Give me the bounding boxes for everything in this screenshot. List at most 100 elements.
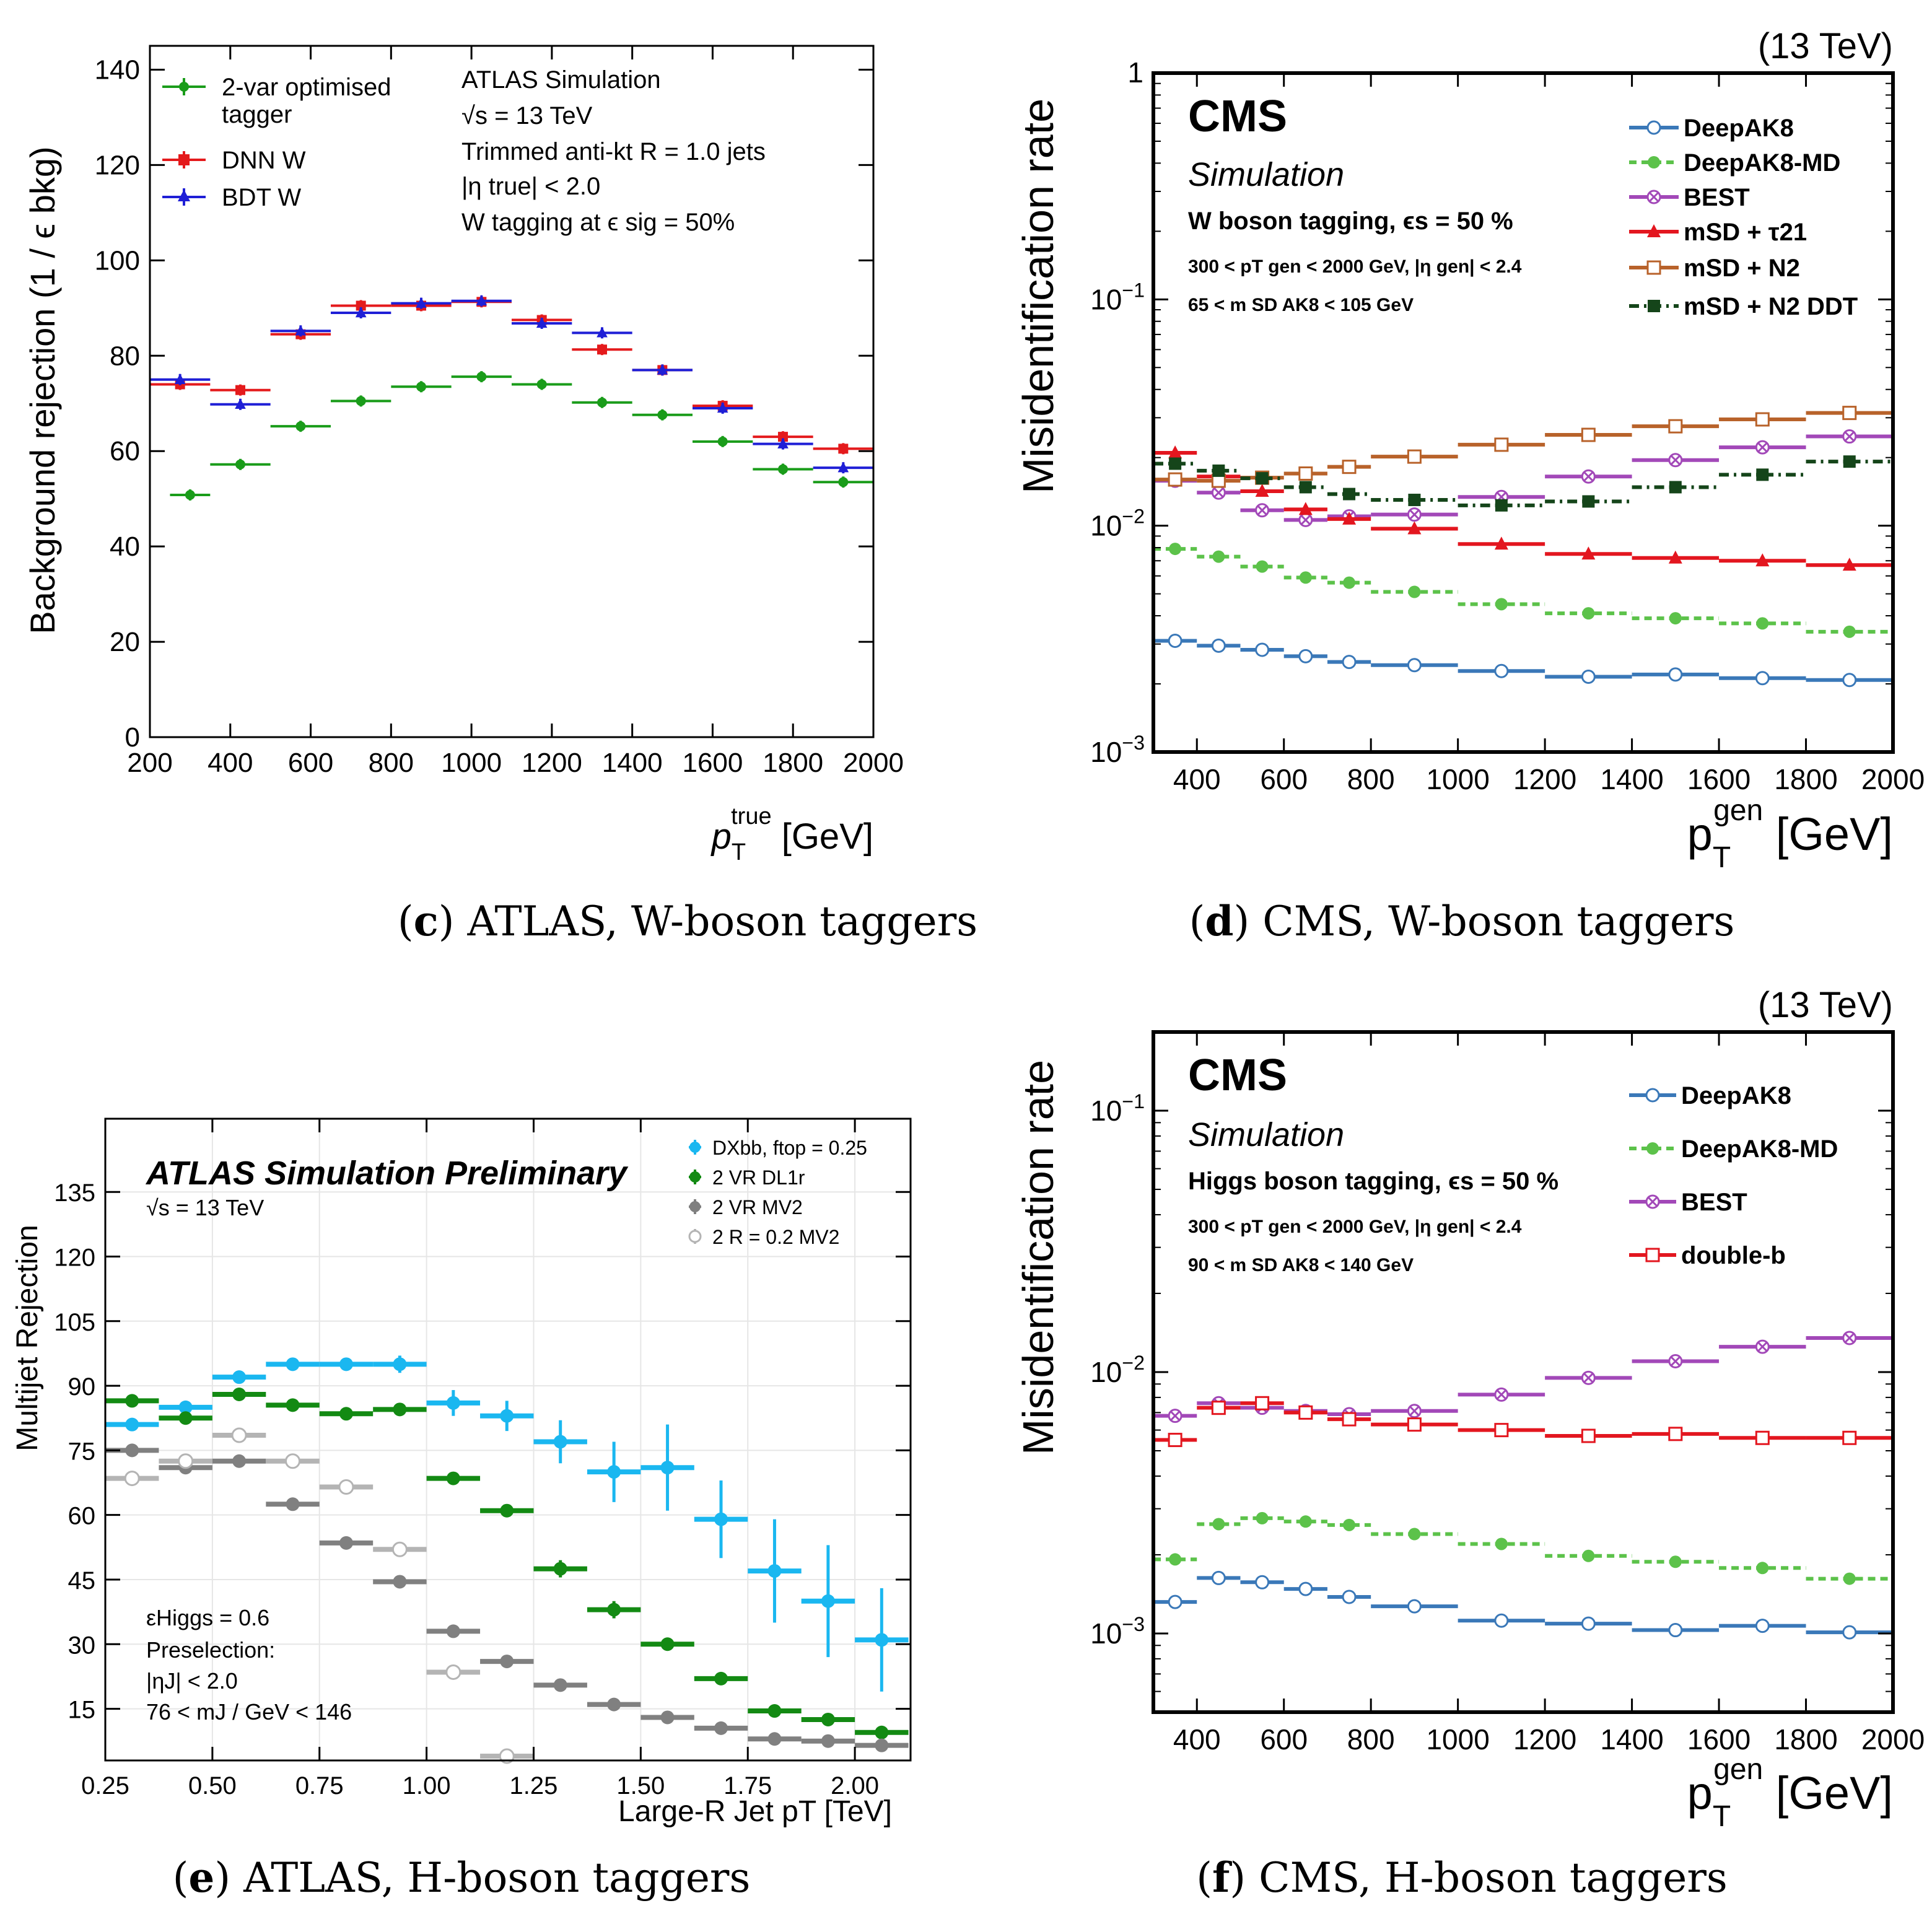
c-xtick-label: 1400 — [602, 748, 663, 778]
panel-c-marks — [150, 295, 873, 501]
f-point-double-b — [1342, 1412, 1357, 1427]
panel-d-legend: DeepAK8 DeepAK8-MD BEST mSD + τ21 mSD + N2 mS… — [1629, 115, 1858, 320]
d-point-deepak8 — [1407, 658, 1422, 673]
d-point-deepak8-md — [1169, 543, 1182, 556]
e-point-2-r-0-2-mv2 — [445, 1664, 461, 1680]
d-point-best-cross — [1409, 509, 1420, 520]
f-legend-label-double-b: double-b — [1681, 1242, 1786, 1269]
d-point-msd-n2-ddt-shape — [1212, 464, 1225, 477]
panel-f-marks — [1153, 1331, 1893, 1640]
c-point-bdt-w-shape — [837, 461, 849, 473]
c-point-2-var-optimised-tagger-shape — [295, 421, 306, 432]
e-point-2-vr-mv2-shape — [500, 1655, 514, 1669]
c-point-dnn-w — [597, 344, 607, 355]
panel-c-ylabel: Background rejection (1 / ϵ bkg) — [23, 146, 62, 634]
sqrt-s-label: √s = 13 TeV — [461, 102, 593, 129]
f-point-best-cross — [1583, 1373, 1594, 1383]
d-point-deepak8-md — [1343, 576, 1356, 589]
e-point-2-vr-dl1r-shape — [553, 1562, 567, 1576]
e-legend-label-2-r-0-2-mv2: 2 R = 0.2 MV2 — [712, 1226, 839, 1248]
e-point-dxbb-ftop-0-25 — [821, 1594, 835, 1608]
e-point-2-vr-dl1r — [875, 1725, 889, 1739]
panel-c-caption: (c) ATLAS, W-boson taggers — [398, 897, 977, 945]
d-legend-label-msd-n2-ddt: mSD + N2 DDT — [1684, 293, 1858, 320]
panel-f-caption: (f) CMS, H-boson taggers — [1196, 1853, 1728, 1902]
f-point-deepak8-shape — [1342, 1589, 1357, 1604]
f-point-deepak8-md-shape — [1169, 1553, 1182, 1566]
f-point-deepak8-shape — [1255, 1575, 1270, 1589]
d-point-deepak8-shape — [1581, 670, 1596, 684]
e-point-dxbb-ftop-0-25 — [286, 1357, 300, 1371]
f-point-deepak8-md-shape — [1582, 1549, 1595, 1562]
c-series-dnn-w — [150, 296, 873, 455]
f-point-best — [1842, 1331, 1857, 1345]
d-point-deepak8-md — [1843, 625, 1856, 638]
e-point-2-vr-dl1r-shape — [125, 1394, 139, 1408]
d-point-best-cross — [1844, 431, 1855, 442]
c-xtick-label: 2000 — [843, 748, 904, 778]
d-xtick-label: 1000 — [1426, 763, 1489, 795]
d-point-msd-21 — [1581, 546, 1596, 560]
f-point-deepak8-shape — [1407, 1599, 1422, 1614]
legend-marker-dnn — [162, 151, 206, 168]
e-point-2-vr-mv2-shape — [286, 1497, 300, 1511]
f-point-best — [1407, 1404, 1422, 1419]
f-legend-label-best: BEST — [1681, 1189, 1747, 1216]
e-point-2-vr-dl1r — [553, 1562, 567, 1576]
c-point-dnn-w — [235, 385, 245, 395]
f-xtick-label: 1000 — [1426, 1723, 1489, 1756]
legend-label-2var: 2-var optimised — [222, 74, 391, 101]
d-point-deepak8-md-shape — [1169, 543, 1182, 556]
f-series-deepak8 — [1153, 1570, 1893, 1640]
d-point-msd-n2 — [1168, 472, 1182, 487]
e-point-dxbb-ftop-0-25-shape — [125, 1417, 139, 1432]
panel-e-legend: DXbb, ftop = 0.25 2 VR DL1r 2 VR MV2 2 R = … — [688, 1137, 867, 1248]
e-point-2-vr-dl1r-shape — [767, 1704, 782, 1718]
e-point-dxbb-ftop-0-25-shape — [393, 1357, 407, 1371]
c-ytick-label: 100 — [95, 245, 140, 276]
d-point-deepak8 — [1342, 655, 1357, 670]
e-point-2-vr-mv2 — [875, 1738, 889, 1752]
f-point-double-b-shape — [1211, 1401, 1226, 1415]
d-point-deepak8-shape — [1168, 633, 1182, 648]
panel-d-marks — [1153, 406, 1893, 688]
d-point-msd-n2-shape — [1298, 466, 1313, 481]
cms-logo-text: CMS — [1188, 92, 1287, 141]
c-ytick-label: 80 — [110, 341, 140, 371]
e-point-2-vr-mv2-shape — [393, 1575, 407, 1589]
e-point-dxbb-ftop-0-25-shape — [553, 1435, 567, 1449]
d-xtick-label: 2000 — [1861, 763, 1925, 795]
d-point-deepak8-shape — [1342, 655, 1357, 670]
d-point-deepak8-md-shape — [1669, 612, 1682, 625]
d-point-deepak8-shape — [1494, 663, 1509, 678]
e-point-2-vr-dl1r — [125, 1394, 139, 1408]
d-point-best-cross — [1757, 442, 1768, 453]
e-point-2-vr-dl1r-shape — [875, 1725, 889, 1739]
f-xtick-label: 400 — [1173, 1723, 1221, 1756]
panel-f-energy-label: (13 TeV) — [1758, 985, 1893, 1025]
panel-e-axes: 0.25 0.50 0.75 1.00 1.25 1.50 1.75 2.00 15 30 45 60… — [54, 1119, 911, 1799]
e-point-2-vr-mv2-shape — [232, 1454, 247, 1468]
d-xtick-label: 1200 — [1513, 763, 1576, 795]
f-series-deepak8-md — [1153, 1511, 1893, 1585]
e-xtick-label: 1.25 — [510, 1772, 558, 1799]
c-point-2-var-optimised-tagger — [838, 477, 849, 488]
panel-e-frame — [104, 1117, 912, 1762]
c-point-2-var-optimised-tagger — [185, 490, 195, 501]
f-point-deepak8-md-shape — [1669, 1555, 1682, 1568]
e-legend-marker-dxbb-ftop-0-25 — [689, 1142, 701, 1153]
f-point-double-b-shape — [1842, 1430, 1857, 1445]
e-point-dxbb-ftop-0-25 — [767, 1564, 782, 1578]
c-point-bdt-w — [837, 461, 849, 473]
f-ytick-label: 10−2 — [1090, 1352, 1145, 1388]
d-point-msd-n2-ddt — [1169, 457, 1182, 470]
e-point-dxbb-ftop-0-25-shape — [714, 1512, 728, 1526]
tagging-label: W boson tagging, ϵs = 50 % — [1188, 208, 1513, 235]
d-point-msd-21-shape — [1342, 511, 1357, 525]
panel-f-axes: 400 600 800 1000 1200 1400 1600 1800 2000 10−3 10−… — [1090, 1031, 1925, 1756]
d-point-msd-n2 — [1581, 427, 1596, 442]
c-point-bdt-w-shape — [476, 295, 487, 305]
panel-e-xlabel: Large-R Jet pT [TeV] — [618, 1795, 892, 1828]
d-point-deepak8 — [1494, 663, 1509, 678]
c-ytick-label: 120 — [95, 150, 140, 180]
